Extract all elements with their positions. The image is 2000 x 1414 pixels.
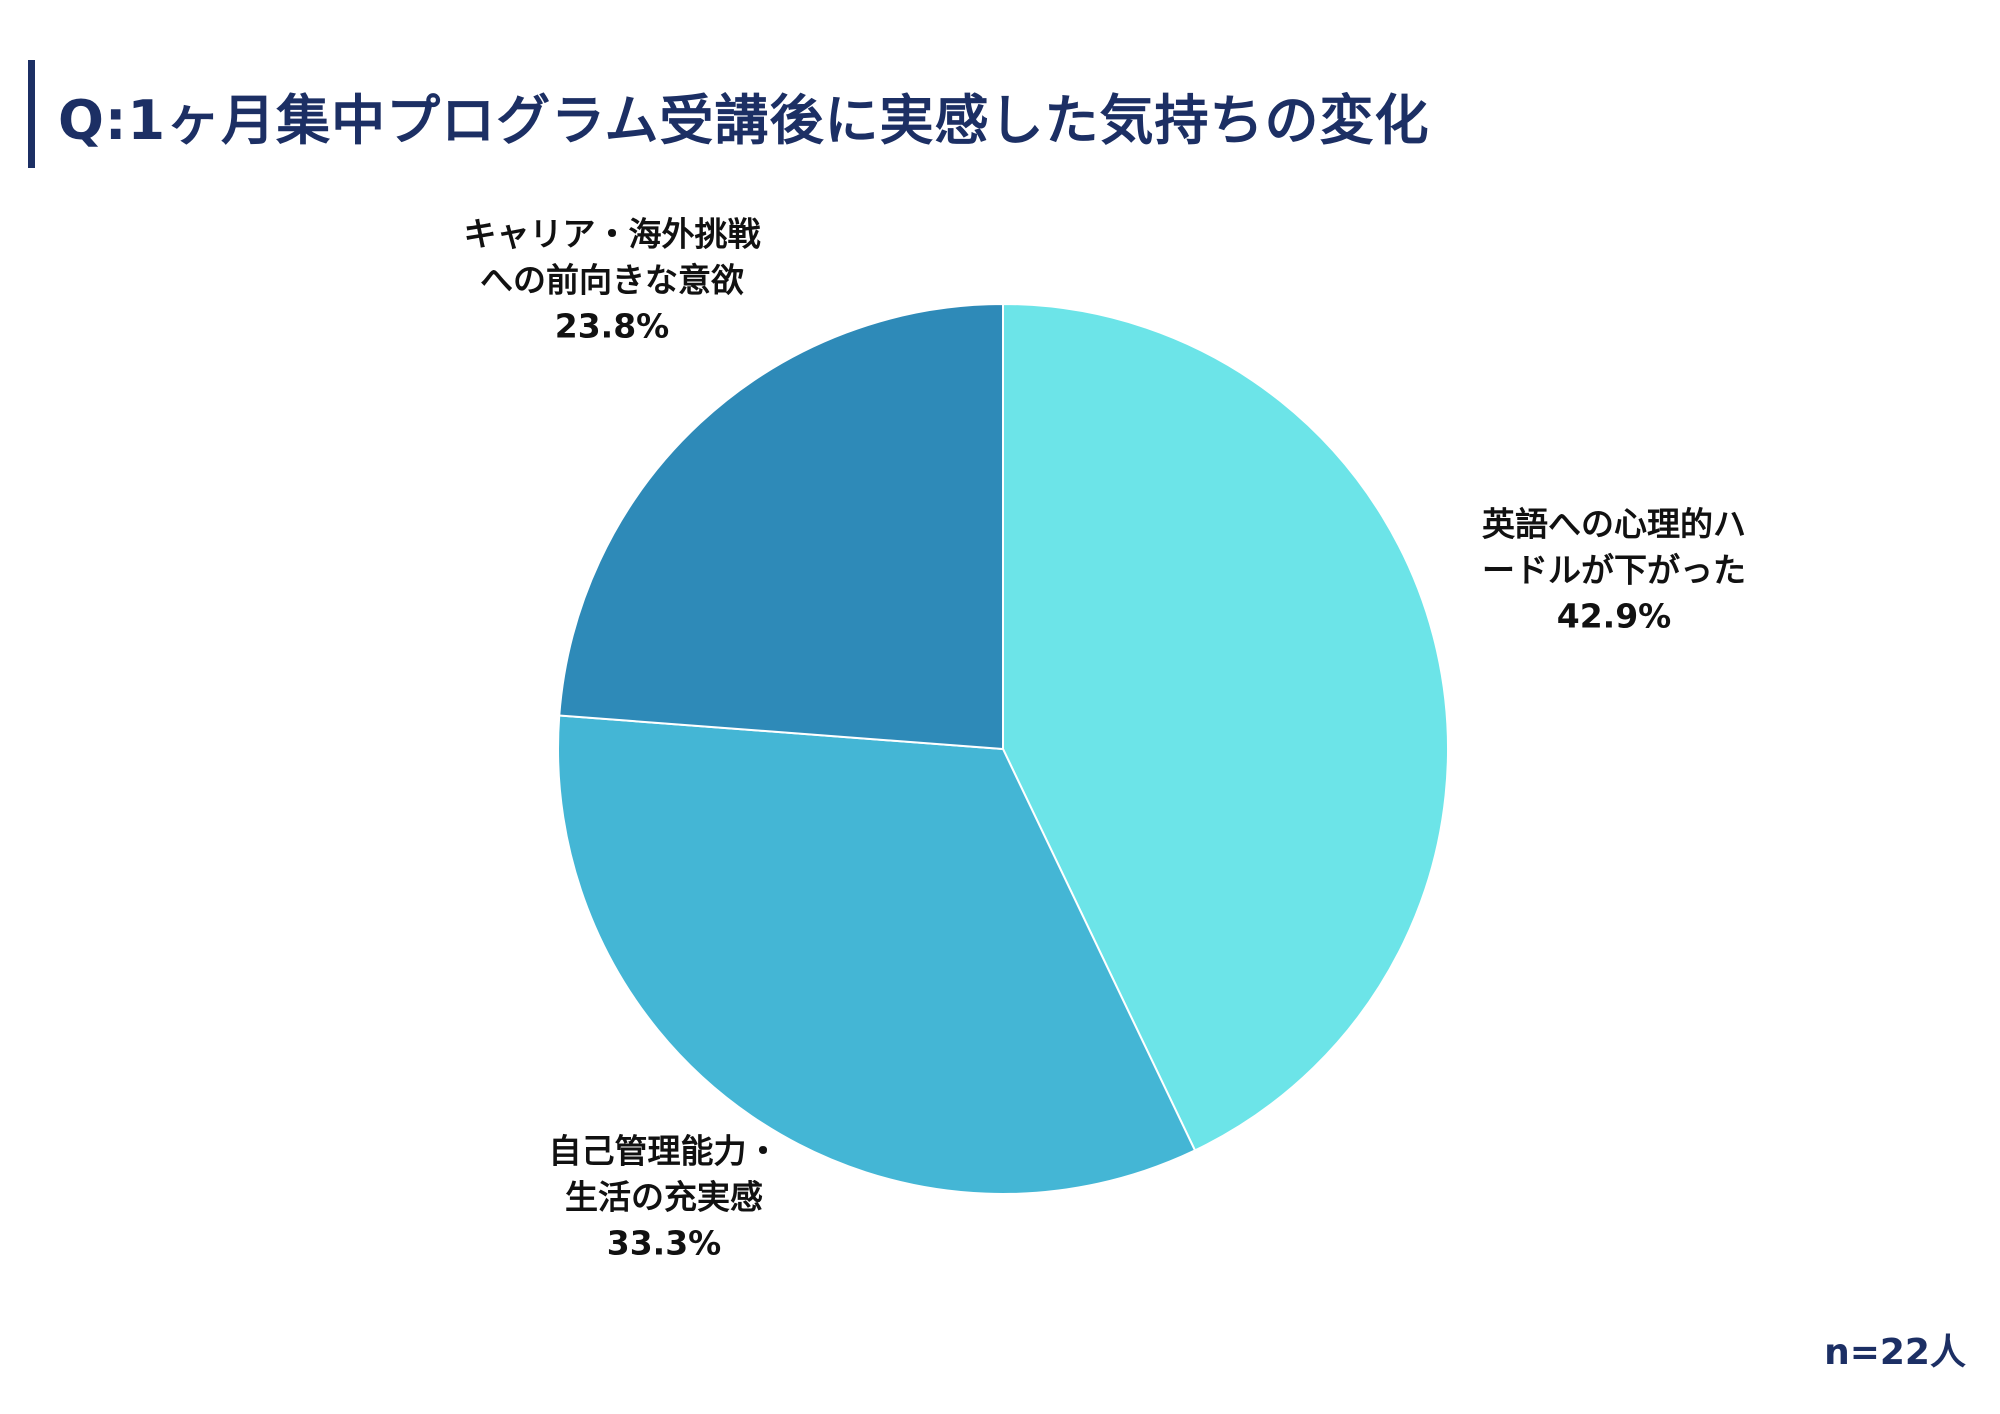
chart-title: Q:1ヶ月集中プログラム受講後に実感した気持ちの変化 <box>58 89 1430 152</box>
slice-category-label-1: ードルが下がった <box>1482 551 1746 590</box>
sample-size-note: n=22人 <box>1824 1332 1966 1373</box>
slice-value-label-3: 23.8% <box>555 307 670 346</box>
pie-slice-3 <box>558 302 1004 751</box>
title-accent-bar <box>28 60 35 168</box>
pie-slices <box>557 302 1449 1195</box>
slice-category-label-2: 自己管理能力・ <box>549 1132 780 1171</box>
slice-category-label-1: 英語への心理的ハ <box>1482 505 1746 544</box>
slice-category-label-2: 生活の充実感 <box>565 1178 763 1217</box>
slice-category-label-3: への前向きな意欲 <box>480 261 744 300</box>
slice-value-label-2: 33.3% <box>607 1224 722 1263</box>
pie-slice-2 <box>557 714 1197 1195</box>
slice-category-label-3: キャリア・海外挑戦 <box>464 215 761 254</box>
pie-slice-1 <box>1002 302 1449 1152</box>
slice-value-label-1: 42.9% <box>1557 597 1672 636</box>
